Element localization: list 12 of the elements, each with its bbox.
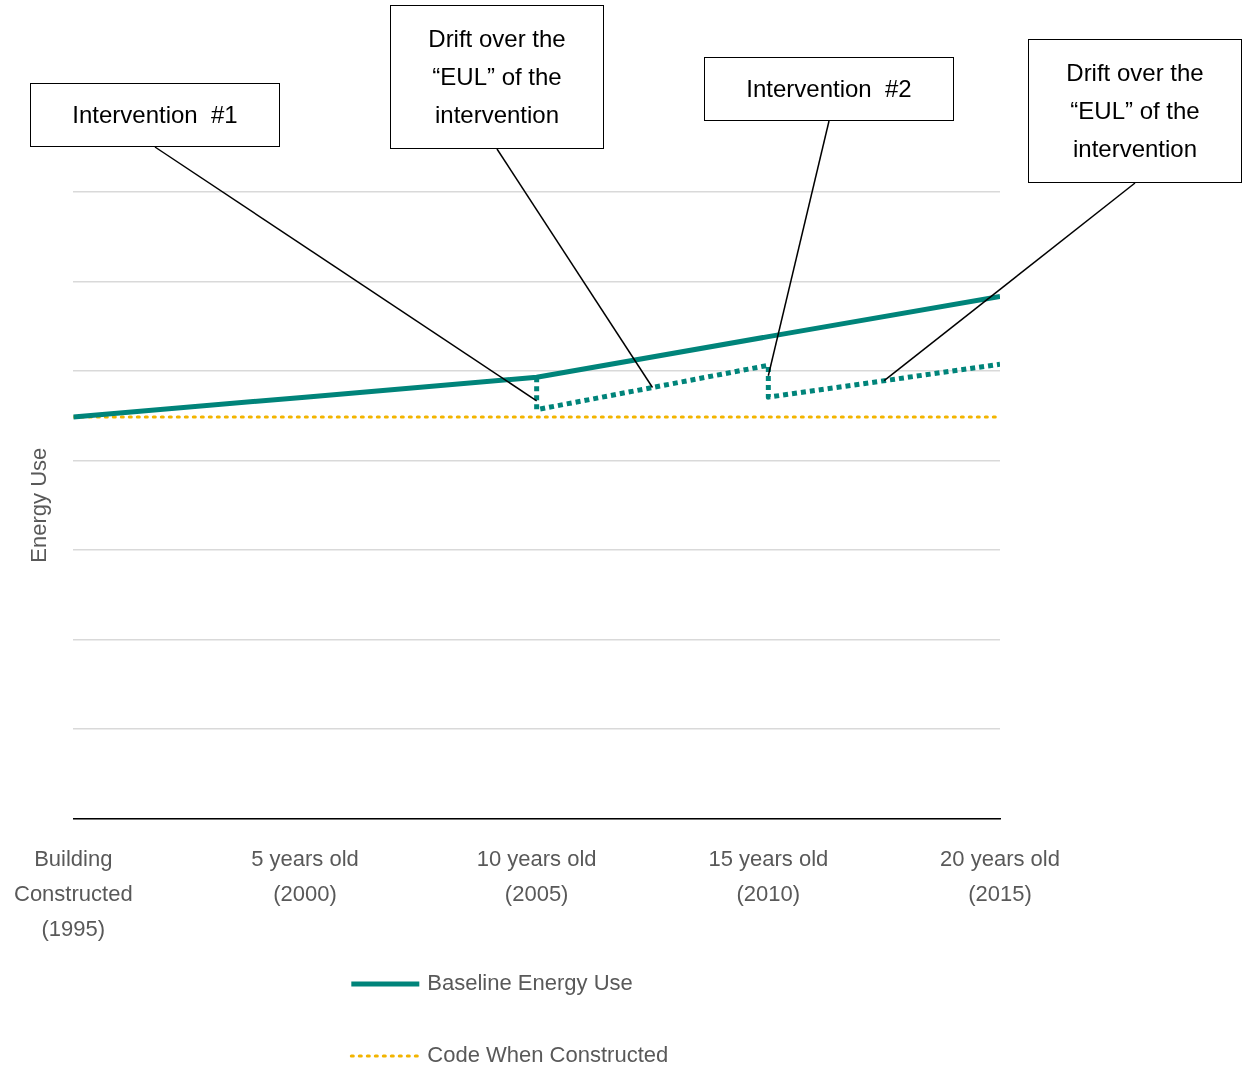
x-tick-label: 10 years old (2005) xyxy=(476,846,597,907)
legend-label: Baseline Energy Use xyxy=(427,970,633,996)
legend-label: Code When Constructed xyxy=(427,1042,669,1068)
x-tick-label: Building Constructed (1995) xyxy=(14,846,133,942)
x-tick-label: 15 years old (2010) xyxy=(708,846,829,907)
x-tick-label: 20 years old (2015) xyxy=(940,846,1060,907)
text: Drift over the “EUL” of the intervention xyxy=(1028,39,1242,183)
text: Drift over the “EUL” of the intervention xyxy=(390,5,604,149)
x-tick-label: 5 years old (2000) xyxy=(251,846,359,907)
annotation: Intervention #1 xyxy=(30,83,280,147)
annotation: Intervention #2 xyxy=(704,57,954,121)
y-axis-title: Energy Use xyxy=(26,447,52,563)
